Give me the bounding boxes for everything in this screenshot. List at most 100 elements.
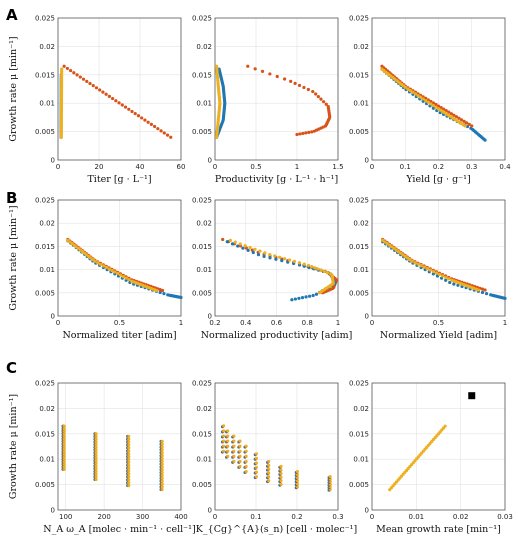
- data-point: [413, 261, 417, 265]
- data-point: [251, 250, 255, 255]
- x-tick-label: 0.1: [250, 513, 261, 521]
- data-point: [94, 432, 98, 436]
- data-point: [304, 295, 308, 299]
- data-point: [160, 445, 164, 449]
- data-point: [127, 278, 131, 282]
- y-tick-label: 0.005: [349, 289, 369, 297]
- data-point: [452, 282, 456, 286]
- y-tick-label: 0.015: [192, 71, 212, 79]
- data-point: [94, 464, 98, 468]
- data-point: [233, 240, 237, 244]
- y-tick-label: 0.025: [192, 380, 212, 388]
- data-point: [116, 271, 120, 276]
- data-point: [238, 439, 242, 443]
- data-point: [169, 135, 173, 139]
- y-tick-label: 0.025: [35, 15, 55, 23]
- data-point: [317, 291, 322, 295]
- data-point: [226, 444, 230, 448]
- data-point: [127, 449, 131, 453]
- data-point: [127, 437, 131, 441]
- data-point: [244, 449, 248, 453]
- data-point: [107, 94, 111, 99]
- data-point: [470, 124, 474, 128]
- data-point: [268, 256, 272, 260]
- data-point: [293, 297, 298, 301]
- plot-frame: [371, 382, 506, 511]
- data-point: [226, 449, 230, 453]
- data-point: [101, 264, 106, 268]
- x-axis-label: Mean growth rate [min⁻¹]: [376, 524, 501, 535]
- data-point: [159, 129, 163, 133]
- data-point: [221, 237, 225, 242]
- chart-c: 100 200 300 400 0 0.005 0.01 0.015 0.02 0.025 N_A …: [8, 380, 196, 536]
- data-point: [69, 68, 73, 73]
- data-point: [267, 475, 271, 479]
- data-point: [62, 445, 66, 448]
- data-point: [394, 248, 398, 252]
- data-point: [503, 296, 507, 300]
- square-marker: [468, 392, 476, 400]
- data-point: [222, 429, 226, 433]
- plot-frame: [57, 199, 182, 317]
- data-point: [267, 471, 271, 475]
- data-point: [310, 265, 314, 269]
- data-point: [62, 432, 66, 436]
- data-point: [127, 475, 131, 479]
- data-point: [418, 95, 423, 99]
- data-point: [316, 94, 320, 99]
- data-point: [62, 462, 66, 466]
- data-point: [160, 459, 164, 463]
- x-tick-label: 0.3: [332, 513, 343, 521]
- plot-frame: [371, 199, 506, 317]
- data-point: [444, 278, 448, 282]
- data-point: [62, 439, 66, 443]
- data-point: [238, 459, 242, 463]
- data-point: [93, 259, 97, 263]
- data-point: [449, 112, 453, 116]
- data-point: [431, 106, 435, 110]
- y-tick-label: 0.02: [196, 220, 212, 228]
- data-point: [443, 424, 447, 428]
- data-point: [62, 455, 66, 459]
- data-point: [258, 249, 262, 253]
- y-tick-label: 0.025: [192, 15, 212, 23]
- data-point: [160, 479, 164, 483]
- y-tick-label: 0: [365, 507, 369, 515]
- data-point: [94, 434, 98, 438]
- data-point: [483, 138, 487, 142]
- data-point: [236, 244, 240, 248]
- x-axis-label: Normalized titer [adim]: [62, 330, 176, 341]
- data-point: [244, 470, 248, 473]
- data-point: [304, 131, 308, 135]
- x-tick-label: 40: [136, 163, 145, 171]
- data-point: [127, 466, 131, 470]
- data-point: [467, 122, 471, 126]
- data-point: [480, 290, 485, 295]
- chart-b2: 0.2 0.4 0.6 0.8 1 0 0.005 0.01 0.015 0.02 0.025 Nor…: [192, 197, 352, 342]
- data-point: [91, 84, 95, 88]
- data-point: [85, 79, 89, 83]
- data-point: [127, 481, 131, 485]
- data-point: [104, 265, 108, 269]
- data-point: [311, 89, 315, 94]
- data-point: [160, 456, 164, 460]
- y-tick-label: 0.01: [196, 100, 212, 108]
- data-point: [232, 459, 236, 463]
- data-point: [130, 109, 134, 114]
- data-point: [253, 67, 257, 71]
- data-point: [238, 449, 242, 453]
- plot-frame: [214, 199, 339, 317]
- x-tick-label: 0.5: [433, 319, 444, 327]
- plot-frame: [214, 17, 339, 161]
- data-point: [267, 479, 271, 483]
- data-point: [399, 251, 403, 255]
- data-point: [146, 120, 150, 124]
- data-point: [62, 442, 66, 446]
- y-tick-label: 0.025: [35, 380, 55, 388]
- x-tick-label: 0: [370, 319, 374, 327]
- data-point: [75, 73, 79, 77]
- data-point: [302, 85, 306, 90]
- data-point: [160, 454, 164, 458]
- data-point: [319, 268, 323, 272]
